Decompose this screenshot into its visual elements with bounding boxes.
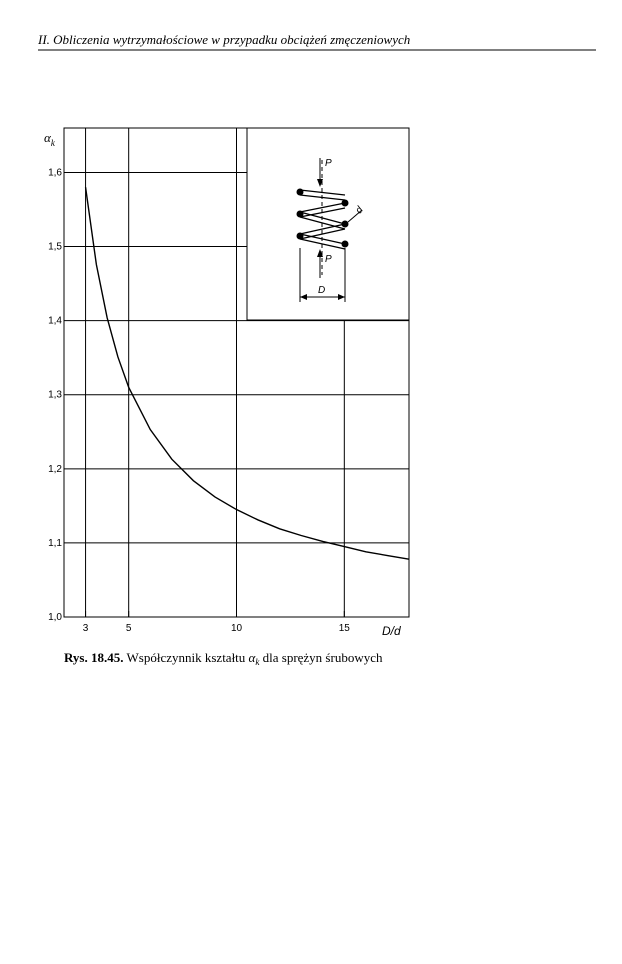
wire-arrow — [347, 209, 363, 223]
page-header: II. Obliczenia wytrzymałościowe w przypa… — [37, 32, 410, 47]
caption-text: Współczynnik kształtu — [127, 650, 246, 665]
y-label-sub: k — [51, 138, 56, 148]
label-p-bottom: P — [325, 254, 332, 265]
coil-section — [341, 240, 349, 248]
arrow-head — [317, 249, 323, 257]
caption-text-after: dla sprężyn śrubowych — [259, 650, 383, 665]
caption-label: Rys. 18.45. — [64, 650, 124, 665]
x-tick-label: 10 — [231, 623, 243, 634]
label-d-small: d — [354, 204, 366, 216]
coil-section — [341, 199, 349, 207]
coil-section — [296, 232, 304, 240]
y-tick-label: 1,6 — [48, 167, 62, 178]
x-tick-label: 15 — [339, 623, 351, 634]
caption-symbol-sub: k — [255, 657, 260, 667]
caption-symbol: α — [249, 650, 257, 665]
x-axis-label: D/d — [382, 624, 401, 638]
arrow-head — [317, 179, 323, 187]
label-p-top: P — [325, 158, 332, 169]
x-tick-label: 3 — [83, 623, 89, 634]
coil-wire — [299, 189, 346, 196]
x-tick-label: 5 — [126, 623, 132, 634]
coil-section — [296, 210, 304, 218]
plot: 1,0 1,1 1,2 1,3 1,4 1,5 1,6 3 5 10 15 P P Dd — [48, 127, 410, 634]
label-d-big: D — [318, 285, 325, 296]
caption: Rys. 18.45. Współczynnik kształtu αk dla… — [64, 650, 383, 667]
arrow-head — [338, 294, 345, 300]
y-axis-label: αk — [44, 130, 56, 148]
y-tick-label: 1,3 — [48, 390, 62, 401]
y-label-symbol: α — [44, 130, 52, 145]
y-tick-label: 1,5 — [48, 242, 62, 253]
curve — [84, 187, 410, 560]
y-tick-label: 1,0 — [48, 612, 62, 623]
y-tick-label: 1,4 — [48, 316, 62, 327]
y-tick-label: 1,2 — [48, 464, 62, 475]
plot-frame — [63, 127, 410, 618]
coil-section — [341, 220, 349, 228]
coil-section — [296, 188, 304, 196]
inset: P P Dd — [246, 127, 410, 321]
coil-wire — [299, 223, 346, 235]
arrow-head — [300, 294, 307, 300]
y-tick-label: 1,1 — [48, 538, 62, 549]
coil-wire — [299, 202, 346, 213]
